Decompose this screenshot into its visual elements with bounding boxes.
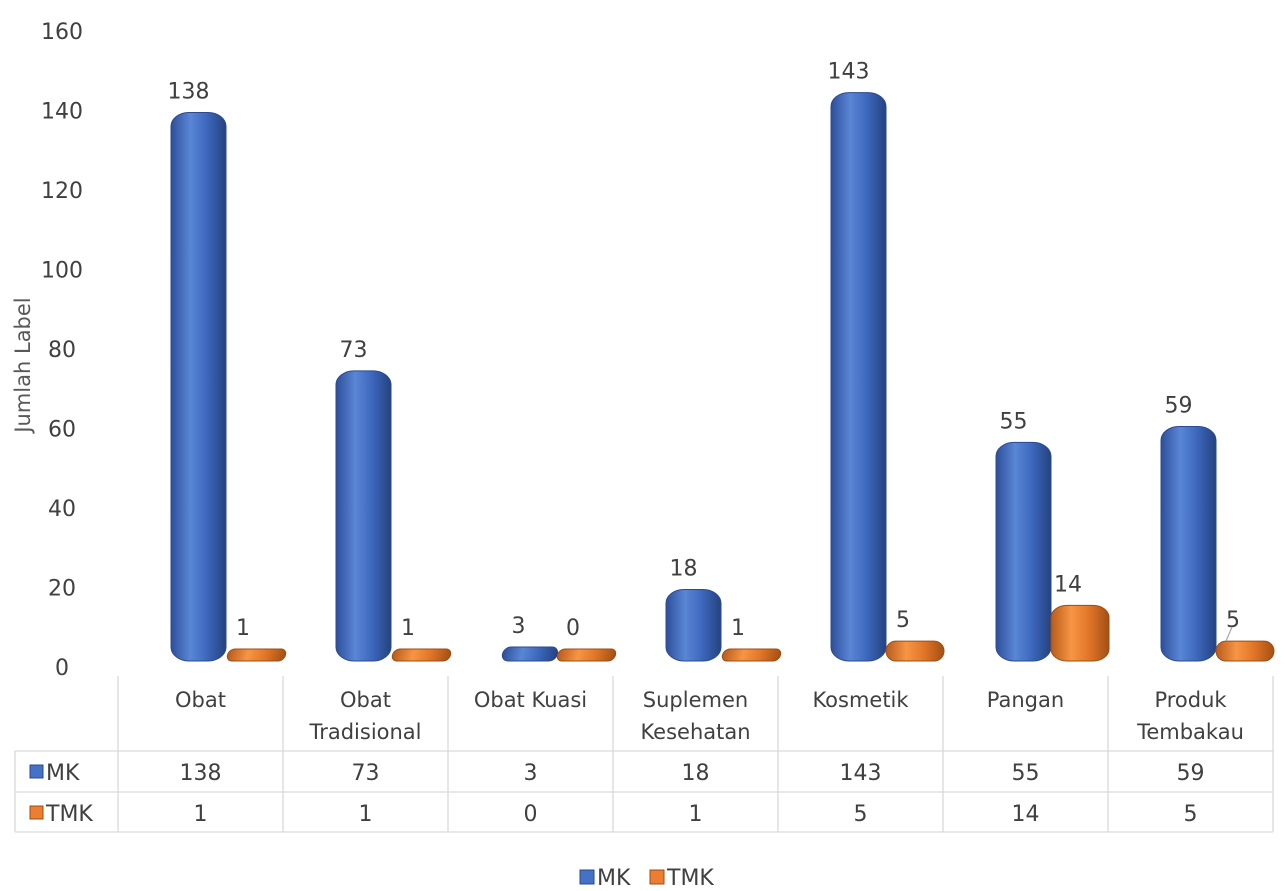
table-cell: 1 [359,802,373,827]
table-cell: 73 [352,761,380,786]
data-label-tmk: 1 [401,616,415,641]
table-cell: 59 [1177,761,1205,786]
y-tick-label: 140 [41,100,83,125]
category-label: Kosmetik [812,688,909,712]
table-cell: 5 [1184,802,1198,827]
y-tick-label: 60 [48,418,76,443]
table-series-name: TMK [45,802,93,827]
y-tick-label: 80 [48,338,76,363]
data-label-mk: 55 [1000,409,1028,434]
data-label-tmk: 5 [896,608,910,633]
table-cell: 138 [180,761,222,786]
table-swatch-mk [29,764,44,779]
category-label: Obat [340,688,391,712]
category-label: Pangan [987,688,1064,712]
legend-swatch-tmk [649,869,665,885]
category-label: Kesehatan [640,720,750,744]
data-label-tmk: 0 [566,616,580,641]
table-cell: 143 [840,761,882,786]
table-cell: 3 [524,761,538,786]
bar-mk-3 [665,588,722,662]
y-axis: 0 20 40 60 80 100 120 140 160 [41,20,83,681]
data-label-mk: 143 [828,60,870,85]
y-tick-label: 40 [48,497,76,522]
data-label-tmk: 14 [1054,572,1082,597]
bar-tmk-4 [885,640,945,662]
data-table: Obat Obat Tradisional Obat Kuasi Suplemen Kes… [14,676,1274,833]
bar-mk-2 [501,646,559,662]
legend-label-tmk: TMK [666,866,714,891]
bar-mk-0 [170,111,227,662]
y-tick-label: 20 [48,577,76,602]
legend-label-mk: MK [597,866,631,891]
table-cell: 14 [1012,802,1040,827]
data-label-mk: 138 [168,79,210,104]
plot-area [170,92,1275,662]
y-tick-label: 160 [41,20,83,45]
bar-mk-1 [335,370,392,662]
legend-swatch-mk [579,869,595,885]
leader-line [1225,626,1233,642]
data-label-tmk: 1 [236,616,250,641]
legend: MK TMK [579,866,714,891]
bar-mk-4 [830,92,887,662]
table-series-name: MK [46,761,80,786]
table-cell: 18 [682,761,710,786]
table-cell: 55 [1012,761,1040,786]
category-label: Obat Kuasi [474,688,587,712]
table-cell: 0 [524,802,538,827]
data-label-mk: 3 [512,614,526,639]
category-label: Tradisional [308,720,421,744]
bar-mk-6 [1160,425,1217,662]
category-label: Tembakau [1136,720,1244,744]
category-label: Produk [1154,688,1227,712]
bar-mk-5 [995,441,1052,662]
data-label-tmk: 1 [731,616,745,641]
bar-tmk-2 [556,648,617,662]
table-cell: 1 [194,802,208,827]
table-swatch-tmk [29,805,44,820]
bar-tmk-1 [391,648,452,662]
data-label-tmk: 5 [1226,608,1240,633]
bar-tmk-0 [226,648,287,662]
category-label: Suplemen [643,688,748,712]
data-label-mk: 73 [340,338,368,363]
bar-tmk-3 [721,648,782,662]
table-cell: 1 [689,802,703,827]
y-tick-label: 120 [41,179,83,204]
data-label-mk: 59 [1165,393,1193,418]
y-tick-label: 0 [55,656,69,681]
data-label-mk: 18 [670,556,698,581]
y-axis-title: Jumlah Label [11,297,35,434]
bar-tmk-6 [1215,640,1275,662]
table-cell: 5 [854,802,868,827]
bar-tmk-5 [1050,604,1110,662]
y-tick-label: 100 [41,259,83,284]
category-label: Obat [175,688,226,712]
